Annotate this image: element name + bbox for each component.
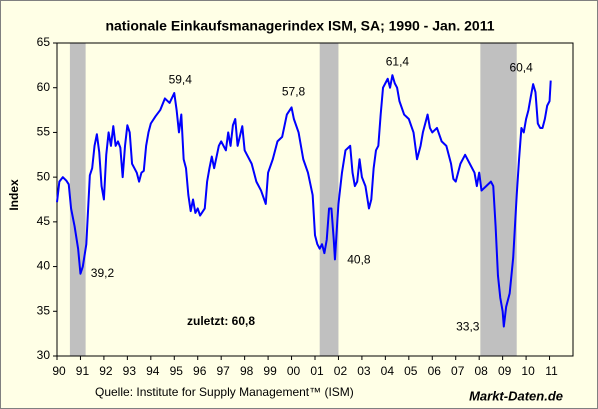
x-tick-label: 02 [334,364,348,378]
x-tick-label: 05 [404,364,418,378]
x-tick-label: 93 [123,364,137,378]
annotation: 59,4 [169,72,193,86]
y-tick-label: 65 [37,35,51,49]
plot-area [56,42,574,357]
annotation: 40,8 [347,253,371,267]
annotation: 60,4 [509,60,533,74]
shaded-period [319,43,339,356]
annotation: 39,2 [91,266,115,280]
annotation: 57,8 [282,85,306,99]
x-tick-label: 08 [475,364,489,378]
annotation: 61,4 [386,54,410,68]
x-tick-label: 99 [263,364,277,378]
x-tick-label: 94 [146,364,160,378]
y-tick-label: 40 [37,259,51,273]
shaded-period [69,43,86,356]
shaded-period [480,43,517,356]
y-tick-label: 60 [37,80,51,94]
brand: Markt-Daten.de [469,388,563,403]
x-tick-label: 00 [287,364,301,378]
x-tick-label: 98 [240,364,254,378]
x-tick-label: 91 [76,364,90,378]
note: zuletzt: 60,8 [187,314,255,328]
y-tick-label: 50 [37,169,51,183]
x-tick-label: 09 [498,364,512,378]
x-tick-label: 90 [52,364,66,378]
x-tick-label: 96 [193,364,207,378]
y-tick-label: 45 [37,214,51,228]
annotation: 33,3 [456,320,480,334]
y-tick-label: 55 [37,125,51,139]
line-series [56,74,552,328]
x-tick-label: 04 [381,364,395,378]
x-tick-label: 95 [170,364,184,378]
source: Quelle: Institute for Supply Management™… [95,385,354,399]
y-tick-label: 30 [37,348,51,362]
x-tick-label: 97 [217,364,231,378]
x-tick-label: 01 [310,364,324,378]
x-tick-label: 92 [99,364,113,378]
x-tick-label: 03 [357,364,371,378]
y-tick-label: 35 [37,303,51,317]
x-tick-label: 11 [545,364,558,378]
y-axis-label: Index [7,179,21,211]
x-tick-label: 06 [428,364,442,378]
x-tick-label: 07 [451,364,465,378]
chart-title: nationale Einkaufsmanagerindex ISM, SA; … [105,18,494,34]
x-tick-label: 10 [521,364,535,378]
